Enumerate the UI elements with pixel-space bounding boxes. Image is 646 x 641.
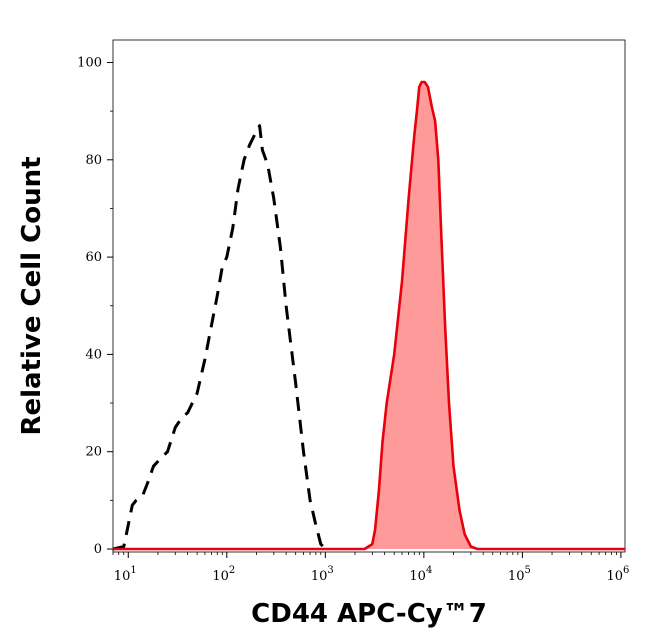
y-tick-label: 0 <box>94 542 102 557</box>
series-1-line <box>113 80 625 551</box>
series-layer <box>112 80 625 551</box>
x-tick-label: 105 <box>508 565 531 584</box>
series-0-line <box>112 124 327 551</box>
series-1-fill <box>113 82 625 549</box>
x-tick-label: 101 <box>114 565 137 584</box>
x-axis-title: CD44 APC-Cy™7 <box>251 599 487 629</box>
y-tick-label: 40 <box>85 347 102 362</box>
plot-frame <box>112 39 626 553</box>
y-axis-title: Relative Cell Count <box>17 156 47 435</box>
x-tick-label: 102 <box>212 565 235 584</box>
y-tick-label: 100 <box>77 56 102 71</box>
x-tick-label: 106 <box>606 565 629 584</box>
x-tick-label: 104 <box>409 565 432 584</box>
y-tick-label: 60 <box>85 250 102 265</box>
y-tick-label: 20 <box>85 445 102 460</box>
y-tick-label: 80 <box>85 153 102 168</box>
x-tick-label: 103 <box>311 565 334 584</box>
axis-layer: 0 20 40 60 80 100 101 102 103 104 105 106 <box>77 56 629 585</box>
